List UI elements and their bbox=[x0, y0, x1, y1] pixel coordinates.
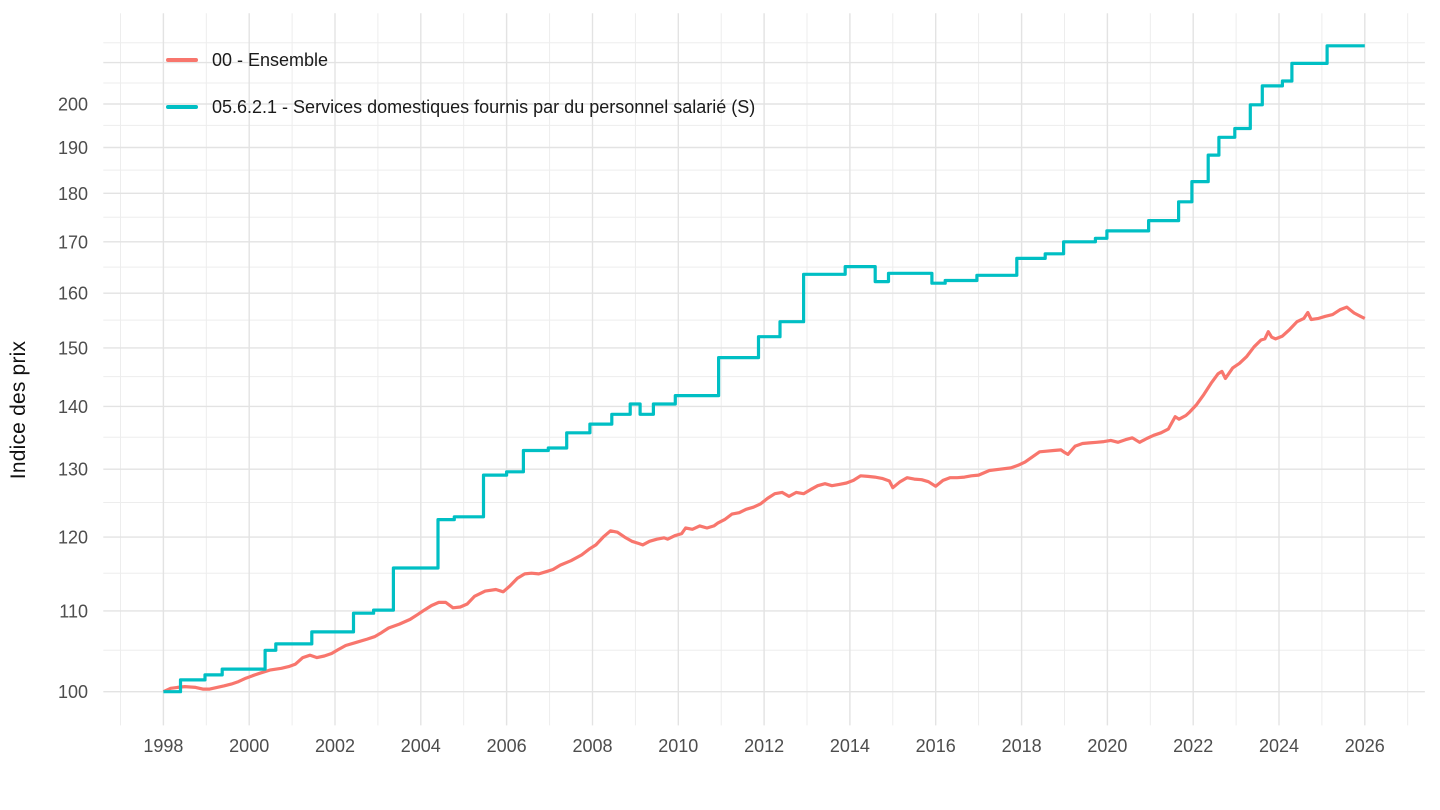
y-tick-label: 180 bbox=[58, 184, 88, 204]
x-tick-label: 1998 bbox=[143, 736, 183, 756]
series-line-services-domestiques bbox=[163, 44, 1365, 694]
legend-swatch-services-domestiques bbox=[166, 105, 198, 109]
x-tick-label: 2000 bbox=[229, 736, 269, 756]
legend-item-ensemble: 00 - Ensemble bbox=[166, 46, 755, 74]
x-tick-label: 2022 bbox=[1173, 736, 1213, 756]
y-tick-label: 190 bbox=[58, 138, 88, 158]
x-tick-label: 2016 bbox=[916, 736, 956, 756]
y-tick-label: 140 bbox=[58, 397, 88, 417]
y-tick-label: 100 bbox=[58, 682, 88, 702]
y-tick-label: 160 bbox=[58, 284, 88, 304]
x-tick-label: 2026 bbox=[1345, 736, 1385, 756]
y-axis-title: Indice des prix bbox=[7, 340, 30, 480]
series-line-ensemble bbox=[162, 305, 1366, 694]
legend-item-services-domestiques: 05.6.2.1 - Services domestiques fournis … bbox=[166, 93, 755, 121]
x-tick-label: 2012 bbox=[744, 736, 784, 756]
x-tick-label: 2008 bbox=[572, 736, 612, 756]
x-tick-label: 2024 bbox=[1259, 736, 1299, 756]
y-tick-label: 110 bbox=[59, 601, 88, 621]
y-tick-label: 130 bbox=[58, 460, 88, 480]
x-tick-label: 2006 bbox=[487, 736, 527, 756]
y-tick-label: 120 bbox=[58, 528, 88, 548]
y-tick-label: 150 bbox=[58, 338, 88, 358]
y-tick-label: 200 bbox=[58, 95, 88, 115]
x-tick-label: 2014 bbox=[830, 736, 870, 756]
legend-label-services-domestiques: 05.6.2.1 - Services domestiques fournis … bbox=[212, 96, 756, 117]
x-tick-label: 2020 bbox=[1087, 736, 1127, 756]
legend: 00 - Ensemble 05.6.2.1 - Services domest… bbox=[166, 46, 755, 140]
legend-swatch-ensemble bbox=[166, 58, 198, 62]
x-tick-label: 2010 bbox=[658, 736, 698, 756]
x-tick-label: 2002 bbox=[315, 736, 355, 756]
legend-label-ensemble: 00 - Ensemble bbox=[212, 49, 329, 70]
x-tick-label: 2004 bbox=[401, 736, 441, 756]
x-tick-label: 2018 bbox=[1002, 736, 1042, 756]
y-tick-label: 170 bbox=[58, 232, 88, 252]
